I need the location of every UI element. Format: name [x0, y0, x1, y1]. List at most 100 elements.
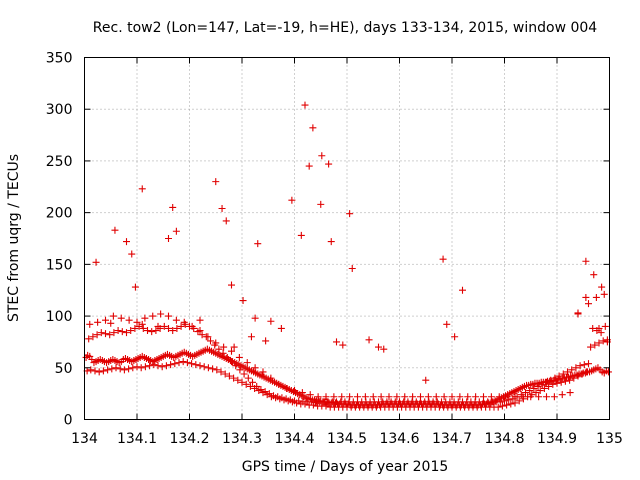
- y-axis-label: STEC from uqrg / TECUs: [6, 154, 22, 322]
- data-point: [566, 389, 574, 397]
- data-point: [599, 337, 607, 345]
- data-point: [385, 393, 393, 401]
- data-point: [527, 393, 535, 401]
- data-point: [322, 393, 330, 401]
- data-point: [244, 374, 252, 382]
- data-point: [443, 320, 451, 328]
- data-point: [175, 359, 183, 367]
- data-point: [207, 337, 214, 345]
- data-point: [196, 327, 204, 335]
- data-point: [97, 329, 105, 337]
- y-tick-label: 50: [55, 361, 73, 377]
- data-point: [597, 329, 605, 337]
- data-point: [104, 366, 112, 374]
- data-point: [566, 376, 574, 384]
- data-point: [128, 250, 136, 258]
- data-point: [267, 374, 275, 382]
- data-point: [172, 227, 180, 235]
- data-point: [93, 331, 101, 339]
- data-point: [459, 286, 466, 294]
- data-point: [138, 185, 146, 193]
- data-point: [169, 327, 177, 335]
- data-point: [301, 101, 309, 109]
- data-point: [253, 382, 261, 390]
- x-tick-label: 134.9: [537, 431, 577, 447]
- data-point: [278, 394, 286, 402]
- data-point: [369, 393, 377, 401]
- data-point: [95, 368, 103, 376]
- data-point: [235, 353, 243, 361]
- data-point: [354, 393, 361, 401]
- data-point: [169, 203, 177, 211]
- data-point: [91, 367, 99, 375]
- data-point: [511, 393, 519, 401]
- data-point: [530, 384, 538, 392]
- data-point: [297, 231, 305, 239]
- data-point: [346, 393, 354, 401]
- data-point: [92, 258, 100, 266]
- grid-lines: [84, 57, 610, 420]
- data-point: [123, 238, 130, 246]
- data-point: [232, 362, 240, 370]
- data-point: [401, 393, 409, 401]
- data-point: [574, 310, 582, 318]
- data-point: [555, 372, 563, 380]
- data-point: [550, 393, 558, 401]
- data-point: [507, 400, 515, 408]
- data-point: [568, 366, 576, 374]
- data-point: [196, 316, 204, 324]
- data-point: [177, 322, 185, 330]
- data-point: [167, 361, 175, 369]
- data-point: [198, 331, 206, 339]
- data-point: [545, 382, 553, 390]
- data-point: [192, 361, 200, 369]
- data-point: [234, 376, 242, 384]
- data-point: [254, 240, 262, 248]
- data-point: [536, 387, 544, 395]
- data-point: [538, 380, 546, 388]
- data-point: [559, 370, 567, 378]
- data-point: [112, 364, 120, 372]
- data-point: [183, 359, 191, 367]
- data-point: [494, 403, 502, 411]
- data-point: [89, 333, 97, 341]
- data-point: [173, 324, 181, 332]
- data-point: [213, 366, 221, 374]
- y-tick-label: 200: [46, 206, 73, 222]
- data-point: [480, 393, 487, 401]
- data-point: [503, 401, 511, 409]
- data-point: [99, 367, 107, 375]
- data-point: [439, 255, 447, 263]
- data-point: [591, 341, 599, 349]
- data-point: [380, 345, 388, 353]
- data-point: [240, 370, 248, 378]
- data-point: [87, 366, 95, 374]
- data-point: [141, 314, 149, 322]
- data-point: [154, 322, 162, 330]
- data-point: [141, 363, 149, 371]
- data-point: [171, 360, 179, 368]
- data-point: [557, 378, 565, 386]
- data-point: [582, 257, 590, 265]
- data-point: [251, 364, 259, 372]
- data-point: [339, 341, 347, 349]
- data-point: [133, 363, 141, 371]
- data-point: [505, 396, 513, 404]
- data-point: [221, 370, 229, 378]
- data-point: [230, 343, 238, 351]
- data-point: [162, 362, 170, 370]
- data-point: [120, 366, 128, 374]
- x-tick-label: 135: [596, 431, 623, 447]
- data-point: [262, 337, 270, 345]
- data-point: [222, 217, 230, 225]
- data-point: [165, 312, 172, 320]
- data-point: [86, 320, 94, 328]
- data-point: [298, 389, 306, 397]
- data-point: [286, 396, 294, 404]
- data-point: [348, 264, 356, 272]
- data-point: [600, 290, 608, 298]
- data-point: [595, 339, 603, 347]
- data-point: [125, 316, 133, 324]
- data-point: [217, 368, 225, 376]
